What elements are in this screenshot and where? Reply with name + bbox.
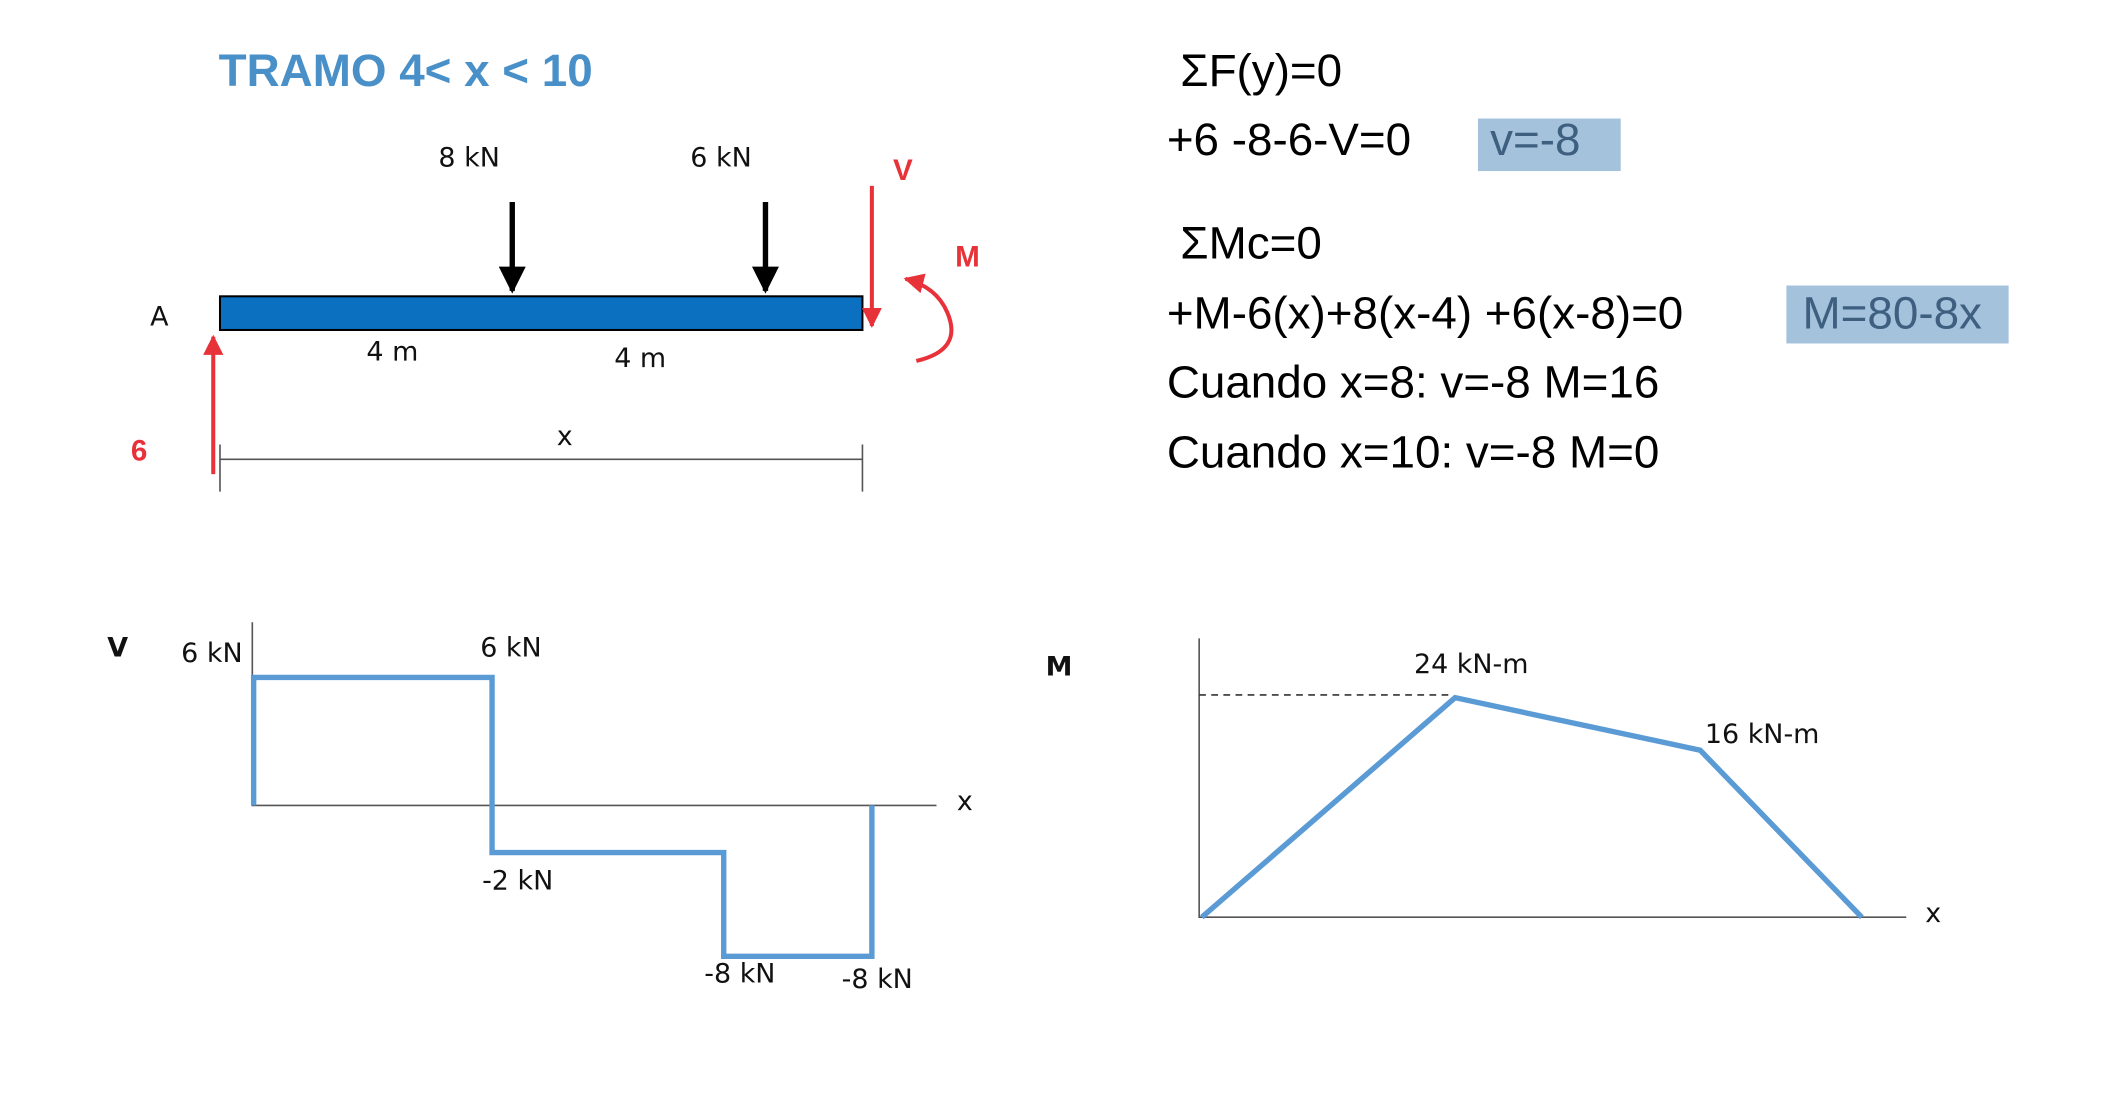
value-label: -2 kN <box>482 866 553 897</box>
axes <box>251 622 937 807</box>
dimension-label: x <box>557 421 573 452</box>
value-label: 6 kN <box>181 638 242 669</box>
moment-label: M <box>955 240 980 273</box>
value-label: -8 kN <box>842 964 913 995</box>
result-box <box>1477 118 1621 172</box>
value-label: 16 kN-m <box>1705 719 1819 750</box>
reaction-label: 6 <box>131 434 147 467</box>
value-label: 24 kN-m <box>1414 649 1528 680</box>
moment-arrow <box>903 273 954 363</box>
equation: +M-6(x)+8(x-4) +6(x-8)=0 <box>1167 288 1683 339</box>
equation: +6 -8-6-V=0 <box>1167 114 1411 165</box>
beam <box>218 295 864 331</box>
equation: Cuando x=10: v=-8 M=0 <box>1167 426 1659 477</box>
span-label: 4 m <box>614 343 666 374</box>
title: TRAMO 4< x < 10 <box>219 45 593 96</box>
result-box <box>1786 285 2009 344</box>
axis-label: V <box>107 633 128 664</box>
axes <box>1198 638 1907 919</box>
equation: ΣMc=0 <box>1180 218 1322 269</box>
load-label: 8 kN <box>438 142 499 173</box>
result: M=80-8x <box>1803 288 1983 339</box>
equation: Cuando x=8: v=-8 M=16 <box>1167 356 1659 407</box>
moment-line <box>1200 694 1864 920</box>
axis-label: x <box>957 786 973 817</box>
result: v=-8 <box>1490 114 1580 165</box>
axis-label: M <box>1046 652 1073 683</box>
axis-label: x <box>1925 898 1941 929</box>
dimension-line <box>219 444 864 492</box>
value-label: 6 kN <box>480 633 541 664</box>
shear-line <box>250 674 875 959</box>
support-label: A <box>150 301 169 332</box>
load-label: 6 kN <box>690 142 751 173</box>
value-label: -8 kN <box>704 959 775 990</box>
equation: ΣF(y)=0 <box>1180 45 1342 96</box>
shear-label: V <box>893 154 913 187</box>
span-label: 4 m <box>366 336 418 367</box>
